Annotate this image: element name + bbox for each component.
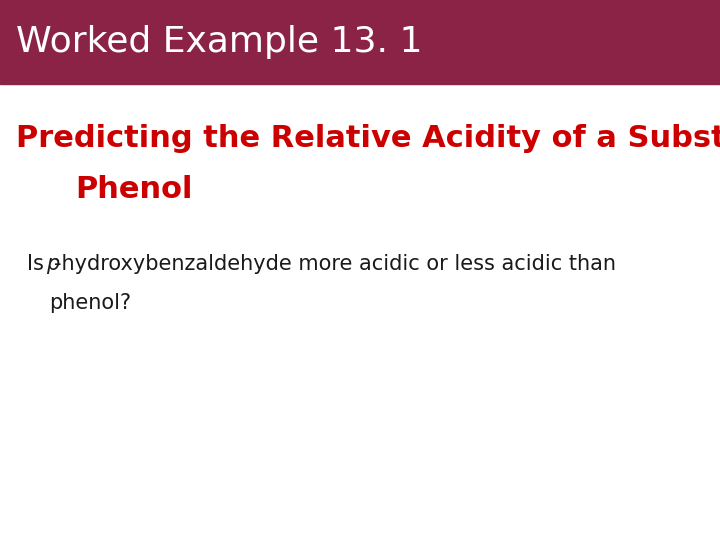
Text: Phenol: Phenol xyxy=(76,176,193,205)
Text: p: p xyxy=(46,254,59,274)
Text: Is: Is xyxy=(27,254,51,274)
Text: phenol?: phenol? xyxy=(49,293,131,313)
Text: -hydroxybenzaldehyde more acidic or less acidic than: -hydroxybenzaldehyde more acidic or less… xyxy=(54,254,616,274)
Text: Worked Example 13. 1: Worked Example 13. 1 xyxy=(16,25,423,59)
Text: Predicting the Relative Acidity of a Substituted: Predicting the Relative Acidity of a Sub… xyxy=(16,124,720,153)
